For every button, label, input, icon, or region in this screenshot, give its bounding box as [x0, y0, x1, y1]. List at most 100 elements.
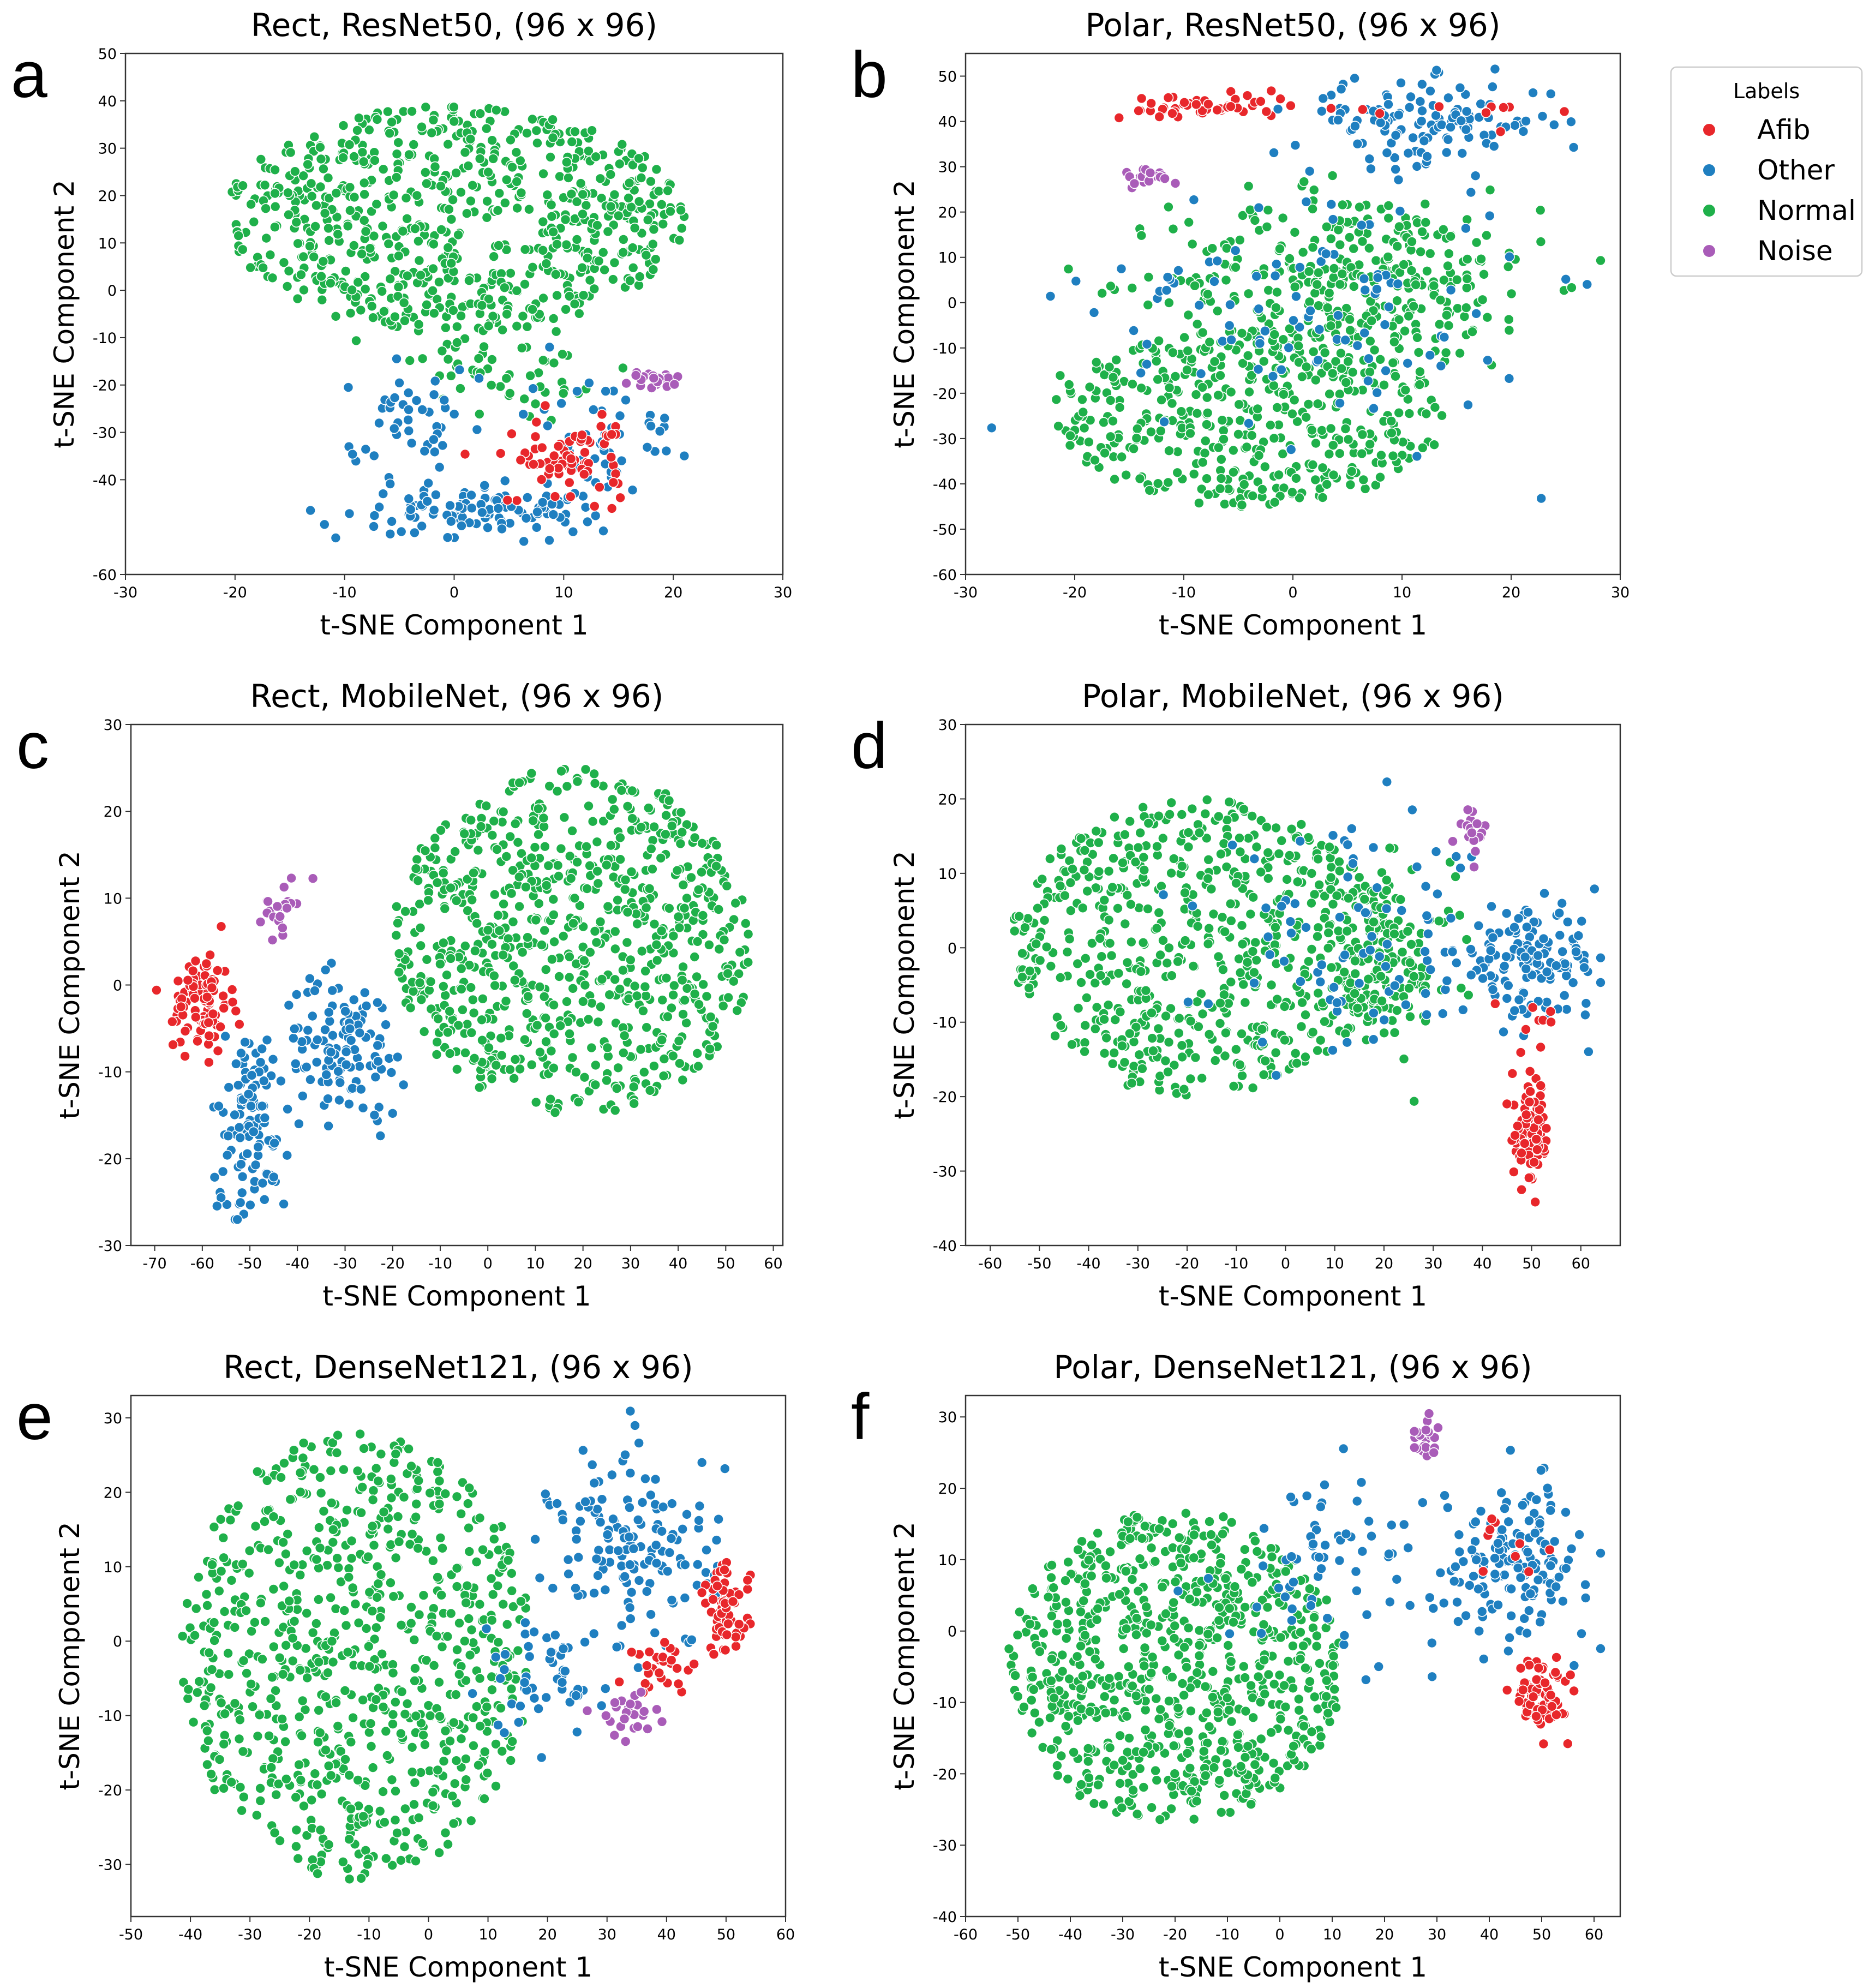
- point-normal: [387, 1709, 399, 1720]
- point-normal: [442, 1027, 453, 1038]
- point-afib: [1501, 1098, 1513, 1110]
- point-normal: [251, 1810, 262, 1821]
- point-other: [1580, 998, 1592, 1009]
- point-other: [1327, 830, 1339, 841]
- point-other: [1421, 910, 1433, 921]
- point-normal: [1228, 466, 1239, 478]
- point-normal: [497, 324, 508, 336]
- point-normal: [381, 1750, 393, 1761]
- point-normal: [590, 151, 601, 163]
- point-normal: [1172, 956, 1183, 967]
- point-normal: [595, 173, 606, 184]
- point-normal: [411, 1499, 422, 1510]
- point-normal: [558, 388, 569, 399]
- point-normal: [1278, 334, 1289, 345]
- point-other: [242, 1148, 253, 1159]
- point-normal: [315, 142, 326, 153]
- y-tick-label: -40: [933, 476, 957, 493]
- point-other: [1573, 930, 1584, 941]
- point-normal: [677, 1074, 688, 1086]
- point-afib: [1191, 99, 1202, 110]
- point-normal: [538, 991, 550, 1002]
- y-tick-label: 0: [113, 978, 122, 995]
- point-other: [1411, 451, 1423, 462]
- point-afib: [1533, 1114, 1544, 1125]
- point-normal: [674, 922, 685, 933]
- point-other: [1162, 272, 1173, 283]
- point-normal: [1101, 1032, 1112, 1044]
- point-normal: [664, 903, 675, 914]
- point-other: [243, 1088, 254, 1100]
- point-normal: [622, 801, 633, 812]
- point-normal: [639, 981, 651, 992]
- point-normal: [1237, 1070, 1248, 1081]
- point-normal: [1119, 829, 1130, 840]
- point-other: [396, 526, 407, 537]
- point-normal: [679, 902, 690, 914]
- point-normal: [1370, 480, 1381, 491]
- point-other: [1364, 153, 1375, 165]
- point-other: [471, 424, 483, 435]
- point-normal: [1067, 864, 1078, 875]
- point-normal: [543, 860, 554, 871]
- point-normal: [421, 178, 432, 189]
- point-other: [1411, 861, 1423, 872]
- point-normal: [504, 388, 516, 399]
- point-normal: [251, 1466, 263, 1477]
- y-tick-label: -50: [933, 522, 957, 538]
- point-normal: [383, 238, 394, 249]
- point-noise: [262, 896, 273, 907]
- point-normal: [489, 889, 500, 900]
- x-tick-label: 0: [1288, 584, 1297, 601]
- point-normal: [1200, 435, 1211, 447]
- point-normal: [354, 112, 364, 124]
- point-normal: [1387, 357, 1399, 368]
- y-tick-label: -20: [933, 386, 957, 403]
- point-normal: [469, 1053, 480, 1064]
- point-normal: [640, 966, 651, 977]
- point-normal: [634, 271, 645, 282]
- point-other: [1536, 493, 1547, 504]
- point-normal: [662, 1011, 673, 1022]
- point-normal: [546, 199, 557, 211]
- point-normal: [644, 883, 655, 894]
- point-normal: [332, 229, 344, 240]
- point-normal: [668, 990, 679, 1001]
- point-other: [1332, 997, 1343, 1008]
- point-normal: [522, 321, 533, 332]
- point-normal: [563, 172, 574, 183]
- point-afib: [207, 1008, 219, 1020]
- point-other: [320, 965, 331, 975]
- point-normal: [1213, 390, 1224, 401]
- point-normal: [532, 803, 544, 815]
- point-other: [403, 404, 414, 415]
- point-normal: [493, 240, 504, 251]
- point-normal: [344, 139, 355, 151]
- point-other: [417, 404, 428, 415]
- point-normal: [1440, 347, 1452, 358]
- point-normal: [714, 943, 725, 955]
- point-normal: [391, 901, 402, 912]
- point-afib: [1136, 93, 1147, 104]
- point-other: [1402, 357, 1413, 369]
- point-normal: [1265, 420, 1276, 431]
- point-normal: [639, 1067, 650, 1078]
- x-tick-label: 50: [1522, 1255, 1541, 1272]
- point-normal: [1309, 889, 1320, 900]
- point-normal: [1395, 894, 1406, 905]
- point-other: [428, 434, 439, 445]
- point-other: [235, 1159, 247, 1170]
- point-normal: [468, 867, 479, 878]
- point-normal: [571, 196, 583, 207]
- point-other: [1421, 1009, 1432, 1020]
- point-normal: [1383, 212, 1394, 224]
- point-normal: [556, 765, 567, 777]
- point-other: [321, 1069, 332, 1080]
- y-tick-label: -60: [933, 567, 957, 584]
- point-normal: [1166, 797, 1177, 809]
- point-normal: [1136, 382, 1147, 394]
- point-normal: [1079, 422, 1090, 434]
- point-normal: [1461, 934, 1472, 945]
- point-normal: [1194, 827, 1205, 839]
- point-normal: [346, 1553, 357, 1564]
